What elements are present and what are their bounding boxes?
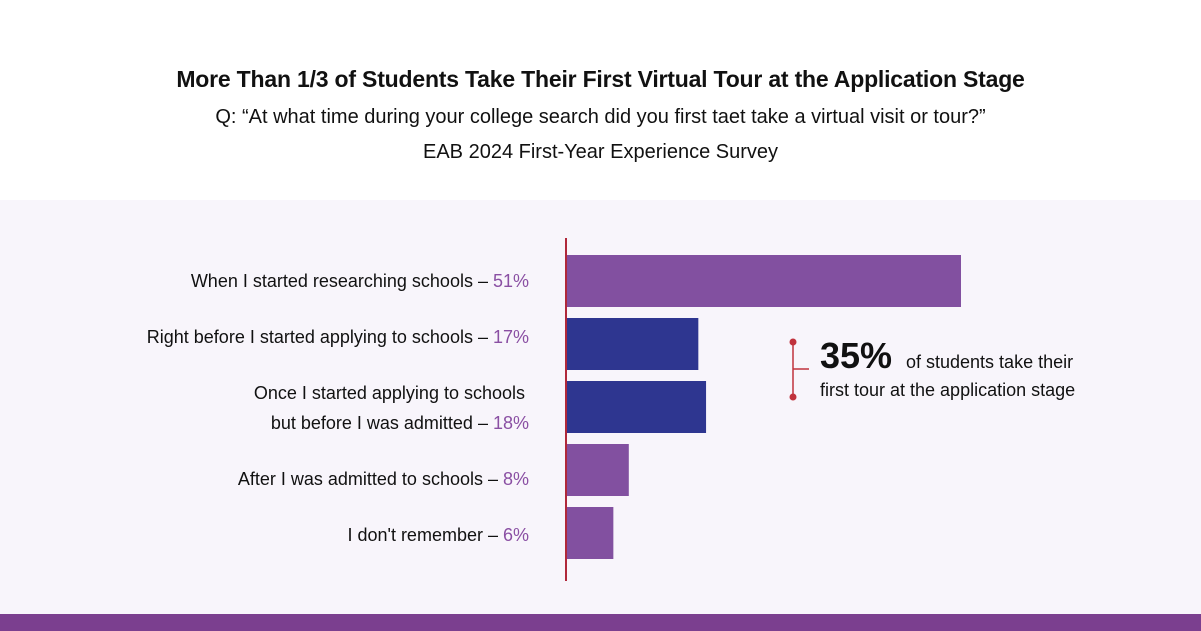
chart-title: More Than 1/3 of Students Take Their Fir… <box>176 66 1025 92</box>
value-label-0: 51% <box>492 271 529 291</box>
category-label-text: Right before I started applying to schoo… <box>146 327 529 347</box>
value-label-1: 17% <box>492 327 529 347</box>
category-label-3: After I was admitted to schools – 8% <box>238 464 529 494</box>
category-label-text: I don't remember – 6% <box>347 525 529 545</box>
callout-bracket-dot-top <box>789 338 797 346</box>
category-label-text: When I started researching schools – 51% <box>190 271 529 291</box>
category-label-text: but before I was admitted – 18% <box>270 413 529 433</box>
category-label-1: Right before I started applying to schoo… <box>147 322 529 352</box>
value-label-3: 8% <box>502 469 529 489</box>
callout-bracket-dot-bottom <box>789 393 797 401</box>
bar-4 <box>567 507 614 559</box>
chart-source: EAB 2024 First-Year Experience Survey <box>423 141 778 163</box>
chart-subtitle: Q: “At what time during your college sea… <box>215 106 986 128</box>
footer-bar <box>0 614 1201 631</box>
callout-value: 35% <box>820 335 893 376</box>
value-label-4: 6% <box>502 525 529 545</box>
category-label-4: I don't remember – 6% <box>347 520 529 550</box>
chart-header: More Than 1/3 of Students Take Their Fir… <box>0 0 1201 200</box>
bar-1 <box>567 318 699 370</box>
callout-text-line2: first tour at the application stage <box>820 380 1076 400</box>
bar-2 <box>567 381 707 433</box>
callout-text-line1: of students take their <box>906 352 1074 372</box>
category-label-text: Once I started applying to schools <box>253 383 525 403</box>
bar-3 <box>567 444 629 496</box>
category-label-2: Once I started applying to schools but be… <box>254 378 529 438</box>
category-label-0: When I started researching schools – 51% <box>191 266 529 296</box>
value-label-2: 18% <box>492 413 529 433</box>
category-label-text: After I was admitted to schools – 8% <box>237 469 529 489</box>
bar-0 <box>567 255 961 307</box>
